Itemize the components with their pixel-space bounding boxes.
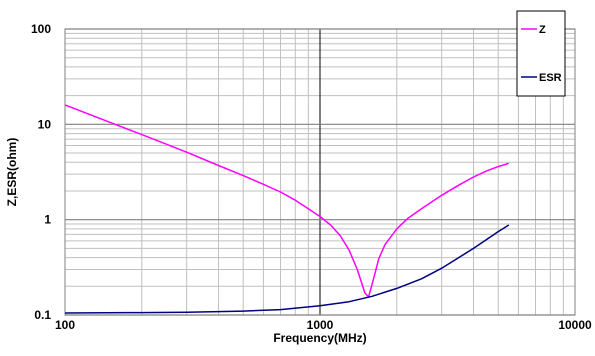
series-line-esr	[64, 224, 510, 314]
legend-label-z: Z	[539, 24, 546, 36]
series-line-z	[64, 104, 510, 298]
legend-box	[516, 10, 566, 97]
x-tick-labels: 100 1000 10000	[55, 318, 592, 332]
y-axis-label: Z,ESR(ohm)	[5, 138, 19, 207]
series-layer	[64, 104, 510, 314]
x-axis-label: Frequency(MHz)	[273, 331, 366, 345]
legend: Z ESR	[516, 10, 566, 97]
x-tick-label: 1000	[307, 318, 334, 332]
y-tick-labels: 0.1 1 10 100	[31, 22, 51, 322]
x-tick-label: 10000	[558, 318, 592, 332]
y-tick-label: 1	[44, 213, 51, 227]
x-tick-label: 100	[55, 318, 75, 332]
y-tick-label: 100	[31, 22, 51, 36]
y-tick-label: 10	[38, 117, 52, 131]
legend-label-esr: ESR	[539, 72, 562, 84]
plot-area-frame	[64, 28, 576, 316]
y-tick-label: 0.1	[34, 308, 51, 322]
